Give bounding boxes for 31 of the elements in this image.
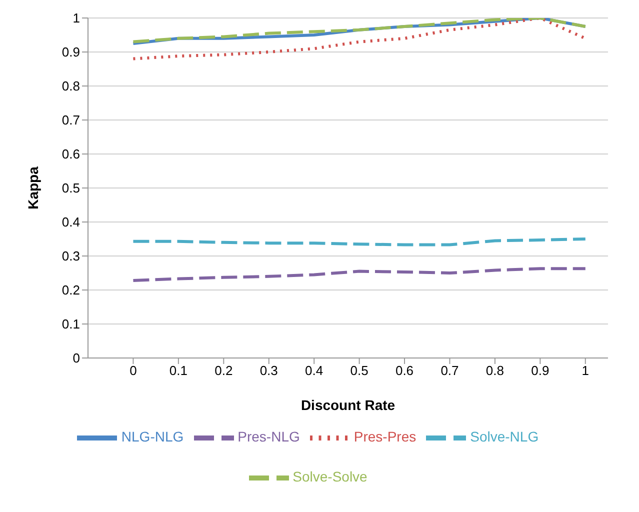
legend-label: Pres-Pres [354, 428, 416, 445]
y-tick-label: 0.8 [62, 78, 80, 94]
legend-label: Solve-NLG [470, 428, 539, 445]
y-tick-label: 0.1 [62, 316, 80, 332]
x-tick-label: 0.2 [214, 363, 233, 378]
x-tick-label: 0.9 [531, 363, 550, 378]
x-tick-label: 1 [582, 363, 590, 378]
legend-label: NLG-NLG [121, 428, 184, 445]
y-tick-label: 0.6 [62, 146, 80, 162]
y-tick-label: 0.5 [62, 180, 80, 196]
x-tick-label: 0.1 [169, 363, 188, 378]
x-tick-label: 0.6 [395, 363, 414, 378]
y-axis-title: Kappa [24, 166, 41, 210]
y-tick-label: 1 [72, 10, 80, 26]
legend-label: Solve-Solve [292, 468, 368, 485]
y-tick-label: 0.9 [62, 44, 80, 60]
x-tick-label: 0.8 [486, 363, 504, 378]
x-tick-label: 0 [130, 363, 137, 378]
x-axis-title: Discount Rate [300, 397, 396, 413]
y-tick-label: 0.2 [62, 282, 80, 298]
x-tick-label: 0.4 [305, 363, 324, 378]
y-tick-label: 0 [72, 350, 80, 366]
y-tick-label: 0.3 [62, 248, 80, 264]
y-tick-label: 0.4 [62, 214, 80, 230]
x-tick-label: 0.3 [260, 363, 278, 378]
line-series [132, 18, 587, 60]
x-tick-label: 0.5 [350, 363, 368, 378]
line-series [132, 267, 587, 282]
legend-label: Pres-NLG [238, 428, 300, 445]
y-tick-label: 0.7 [62, 112, 80, 128]
x-tick-label: 0.7 [440, 363, 459, 378]
